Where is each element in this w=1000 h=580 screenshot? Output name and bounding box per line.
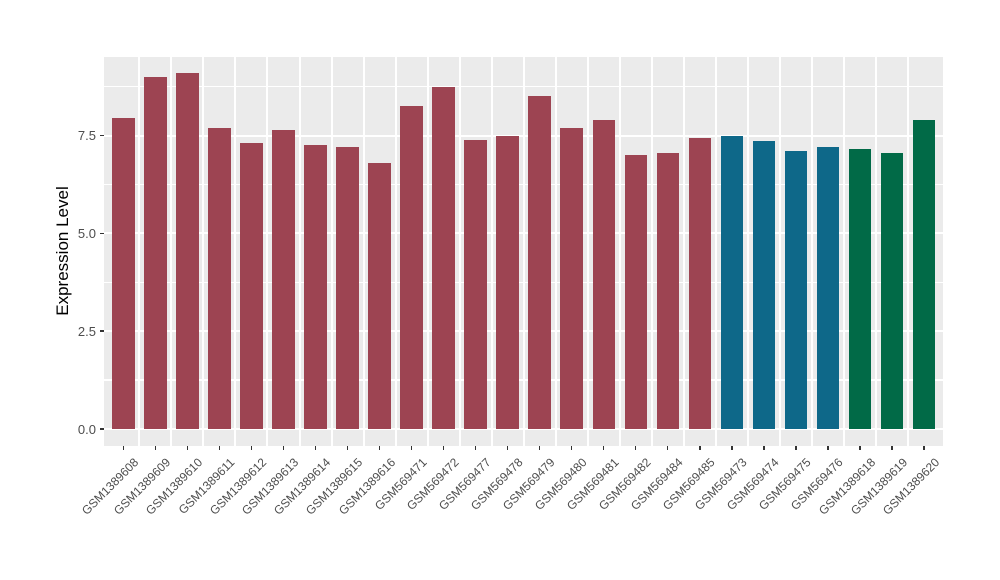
vertical-gridline bbox=[394, 57, 397, 446]
bar bbox=[912, 119, 936, 429]
vertical-gridline bbox=[874, 57, 877, 446]
x-tick-mark bbox=[634, 446, 637, 450]
vertical-gridline bbox=[330, 57, 333, 446]
vertical-gridline bbox=[426, 57, 429, 446]
vertical-gridline bbox=[234, 57, 237, 446]
y-tick-label: 7.5 bbox=[77, 128, 96, 144]
vertical-gridline bbox=[714, 57, 717, 446]
vertical-gridline bbox=[266, 57, 269, 446]
vertical-gridline bbox=[586, 57, 589, 446]
vertical-gridline bbox=[362, 57, 365, 446]
x-tick-mark bbox=[859, 446, 861, 450]
x-tick-mark bbox=[346, 446, 349, 450]
vertical-gridline bbox=[554, 57, 557, 446]
y-tick-mark bbox=[99, 330, 104, 332]
x-tick-mark bbox=[763, 446, 765, 450]
vertical-gridline bbox=[778, 57, 781, 446]
bar bbox=[304, 145, 327, 429]
x-tick-mark bbox=[506, 446, 509, 450]
x-tick-mark bbox=[282, 446, 285, 450]
y-tick-mark bbox=[99, 134, 104, 137]
x-tick-mark bbox=[602, 446, 605, 450]
vertical-gridline bbox=[650, 57, 653, 446]
plot-panel bbox=[104, 57, 943, 446]
bar bbox=[464, 139, 487, 429]
x-tick-mark bbox=[186, 446, 189, 450]
x-tick-mark bbox=[442, 446, 445, 450]
vertical-gridline bbox=[490, 57, 493, 446]
x-tick-mark bbox=[122, 446, 125, 450]
y-tick-mark bbox=[99, 428, 104, 430]
vertical-gridline bbox=[170, 57, 173, 446]
y-tick-label: 2.5 bbox=[77, 323, 96, 339]
vertical-gridline bbox=[522, 57, 525, 446]
bar bbox=[144, 76, 167, 429]
bar bbox=[560, 127, 583, 429]
x-tick-mark bbox=[538, 446, 541, 450]
vertical-gridline bbox=[906, 57, 909, 446]
vertical-gridline bbox=[298, 57, 301, 446]
bar bbox=[336, 147, 359, 429]
vertical-gridline bbox=[682, 57, 685, 446]
bar bbox=[752, 141, 775, 429]
x-tick-mark bbox=[410, 446, 413, 450]
x-tick-mark bbox=[795, 446, 797, 450]
vertical-gridline bbox=[138, 57, 141, 446]
bar bbox=[816, 147, 840, 429]
bar bbox=[592, 119, 615, 429]
vertical-gridline bbox=[810, 57, 813, 446]
bar bbox=[432, 86, 455, 429]
y-tick-mark bbox=[99, 232, 104, 235]
y-axis-title: Expression Level bbox=[53, 186, 72, 316]
x-tick-mark bbox=[218, 446, 221, 450]
x-tick-mark bbox=[570, 446, 573, 450]
bar bbox=[240, 143, 263, 429]
vertical-gridline bbox=[746, 57, 749, 446]
vertical-gridline bbox=[618, 57, 621, 446]
y-tick-label: 0.0 bbox=[77, 421, 96, 437]
y-tick-label: 5.0 bbox=[77, 225, 96, 241]
x-tick-mark bbox=[891, 446, 893, 450]
bar bbox=[624, 155, 647, 429]
bar bbox=[368, 162, 391, 429]
bar bbox=[720, 135, 743, 429]
x-tick-mark bbox=[314, 446, 317, 450]
bar bbox=[208, 127, 231, 429]
x-tick-mark bbox=[378, 446, 381, 450]
x-tick-mark bbox=[923, 446, 925, 450]
bar bbox=[528, 96, 551, 429]
x-tick-mark bbox=[699, 446, 701, 450]
bar bbox=[688, 137, 711, 429]
x-tick-mark bbox=[250, 446, 253, 450]
bar bbox=[112, 117, 135, 429]
bar bbox=[656, 153, 679, 429]
x-tick-mark bbox=[666, 446, 669, 450]
vertical-gridline bbox=[202, 57, 205, 446]
x-tick-mark bbox=[474, 446, 477, 450]
x-tick-mark bbox=[827, 446, 829, 450]
x-tick-mark bbox=[154, 446, 157, 450]
bar bbox=[496, 135, 519, 429]
bar bbox=[400, 106, 423, 429]
bar bbox=[848, 149, 872, 429]
vertical-gridline bbox=[842, 57, 845, 446]
bar bbox=[176, 73, 199, 429]
x-tick-mark bbox=[731, 446, 733, 450]
bar bbox=[784, 151, 807, 429]
vertical-gridline bbox=[458, 57, 461, 446]
bar bbox=[880, 153, 904, 429]
bar bbox=[272, 129, 295, 429]
